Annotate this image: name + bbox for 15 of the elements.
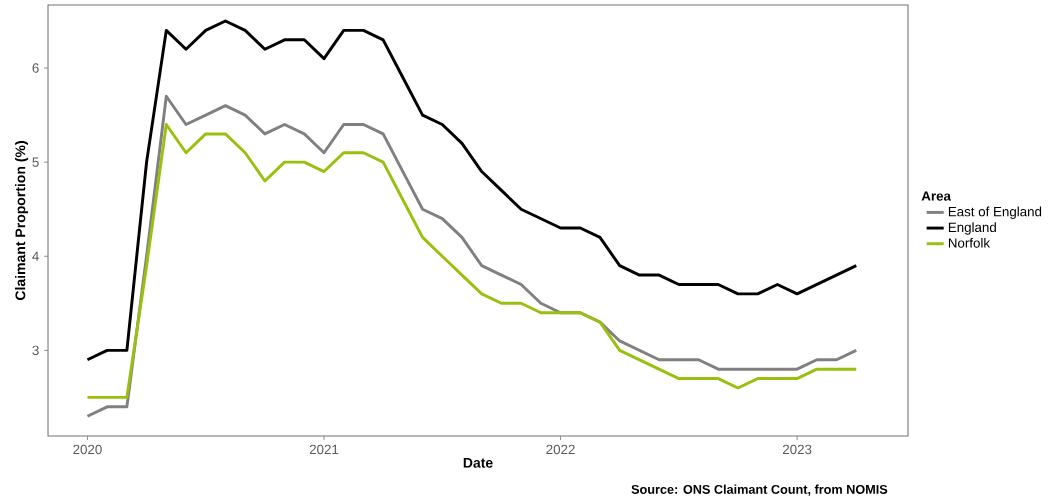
legend-label: Norfolk: [948, 237, 991, 248]
y-tick-label: 5: [32, 157, 39, 167]
x-tick-label: 2022: [546, 444, 575, 455]
y-tick-label: 6: [32, 63, 39, 73]
x-tick-label: 2021: [309, 444, 339, 455]
y-tick-label: 3: [32, 345, 39, 356]
y-tick-label: 4: [32, 251, 39, 261]
y-axis-title: Claimant Proportion (%): [15, 141, 29, 301]
legend-title: Area: [921, 191, 952, 201]
x-tick-label: 2023: [782, 444, 812, 455]
x-tick-label: 2020: [73, 444, 102, 455]
legend-label: East of England: [948, 206, 1042, 220]
source-note: Source: ONS Claimant Count, from NOMIS: [631, 484, 888, 496]
x-axis-title: Date: [463, 457, 493, 468]
legend-label: England: [948, 222, 996, 235]
